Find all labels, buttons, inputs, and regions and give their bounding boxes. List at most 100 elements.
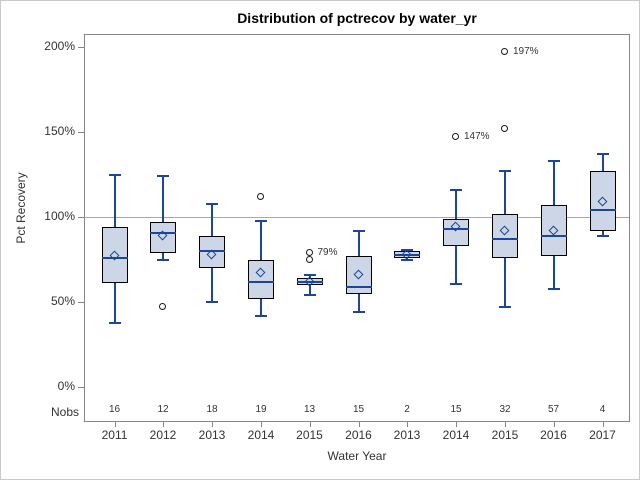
whisker-cap-low <box>596 234 609 237</box>
whisker-cap-high <box>303 274 316 276</box>
whisker-cap-low <box>255 314 267 317</box>
whisker-cap-high <box>157 175 169 177</box>
box-2015 <box>492 213 518 258</box>
outlier-circle <box>501 124 508 132</box>
median-line <box>443 228 469 230</box>
whisker-cap-low <box>352 311 365 313</box>
whisker-cap-high <box>450 189 462 191</box>
x-tick <box>309 422 311 427</box>
outlier-circle <box>305 248 313 256</box>
x-tick-label-6: 2013 <box>393 428 421 442</box>
nobs-value-5: 15 <box>352 404 365 415</box>
whisker-stem <box>308 275 311 296</box>
x-tick <box>456 422 457 427</box>
nobs-value-9: 57 <box>547 404 560 415</box>
outlier-circle <box>257 192 264 200</box>
nobs-value-3: 19 <box>255 404 267 415</box>
outlier-label: 79% <box>317 246 338 258</box>
chart-title: Distribution of pctrecov by water_yr <box>237 10 477 26</box>
x-tick <box>553 422 555 427</box>
median-line <box>394 253 420 256</box>
whisker-cap-high <box>352 229 365 232</box>
whisker-cap-low <box>108 321 121 324</box>
nobs-value-7: 15 <box>450 404 462 415</box>
x-tick <box>358 422 360 427</box>
whisker-cap-low <box>499 306 511 308</box>
x-tick-label-0: 2011 <box>101 428 128 442</box>
x-tick <box>114 422 116 427</box>
median-line <box>540 234 567 237</box>
median-line <box>589 209 616 211</box>
y-tick-50 <box>78 302 84 303</box>
x-tick <box>505 422 506 427</box>
nobs-value-4: 13 <box>303 404 316 415</box>
x-tick-label-1: 2012 <box>149 428 177 442</box>
nobs-row-label: Nobs <box>50 405 79 419</box>
x-tick <box>261 422 262 427</box>
y-tick-label-50: 50% <box>50 294 75 308</box>
x-tick <box>407 422 408 427</box>
median-line <box>345 285 372 288</box>
y-tick-200 <box>78 47 84 48</box>
whisker-stem <box>162 176 164 260</box>
x-tick <box>163 422 164 427</box>
x-tick-label-10: 2017 <box>589 428 616 442</box>
median-line <box>199 250 225 252</box>
x-tick-label-3: 2014 <box>247 428 275 442</box>
x-tick-label-4: 2015 <box>296 428 323 442</box>
x-axis-label: Water Year <box>327 449 387 463</box>
y-tick-100 <box>78 217 84 218</box>
reference-line-100pct <box>85 217 629 218</box>
plot-frame <box>84 34 630 422</box>
y-tick-label-100: 100% <box>44 209 75 223</box>
box-2014 <box>248 259 274 299</box>
x-tick <box>602 422 604 427</box>
whisker-cap-high <box>108 173 121 176</box>
nobs-value-2: 18 <box>206 404 218 415</box>
whisker-cap-high <box>547 160 560 162</box>
nobs-value-6: 2 <box>404 404 410 415</box>
box-2012 <box>150 222 176 253</box>
x-tick-label-8: 2015 <box>491 428 519 442</box>
x-tick-label-7: 2014 <box>442 428 470 442</box>
box-2016 <box>540 205 567 256</box>
y-tick-label-200: 200% <box>44 39 75 53</box>
median-line <box>296 280 323 283</box>
nobs-value-0: 16 <box>108 404 121 415</box>
whisker-cap-low <box>206 301 218 303</box>
x-tick-label-9: 2016 <box>540 428 567 442</box>
median-line <box>248 280 274 283</box>
median-line <box>150 231 176 234</box>
median-line <box>492 238 518 240</box>
whisker-cap-low <box>303 294 316 296</box>
outlier-circle <box>452 133 459 140</box>
nobs-value-1: 12 <box>157 404 169 415</box>
y-tick-150 <box>78 132 84 133</box>
median-line <box>101 257 128 259</box>
x-tick-label-5: 2016 <box>345 428 372 442</box>
x-tick-label-2: 2013 <box>198 428 226 442</box>
whisker-cap-low <box>450 282 462 285</box>
nobs-value-10: 4 <box>599 404 606 415</box>
whisker-cap-high <box>206 202 218 205</box>
outlier-circle <box>159 303 166 310</box>
nobs-value-8: 32 <box>499 404 511 415</box>
outlier-label: 147% <box>464 131 490 142</box>
x-tick <box>212 422 213 427</box>
whisker-cap-high <box>401 248 413 251</box>
whisker-cap-high <box>499 170 511 172</box>
whisker-cap-low <box>157 258 169 261</box>
outlier-circle <box>501 48 508 55</box>
box-2017 <box>589 171 616 231</box>
y-tick-label-0: 0% <box>57 379 75 393</box>
y-tick-label-150: 150% <box>44 124 75 138</box>
box-2014 <box>443 218 469 246</box>
whisker-cap-low <box>401 258 413 261</box>
outlier-circle <box>305 255 313 263</box>
y-axis-label: Pct Recovery <box>14 172 28 244</box>
whisker-cap-high <box>596 153 609 155</box>
box-2011 <box>101 227 128 283</box>
whisker-cap-high <box>255 219 267 222</box>
y-tick-0 <box>78 387 84 388</box>
